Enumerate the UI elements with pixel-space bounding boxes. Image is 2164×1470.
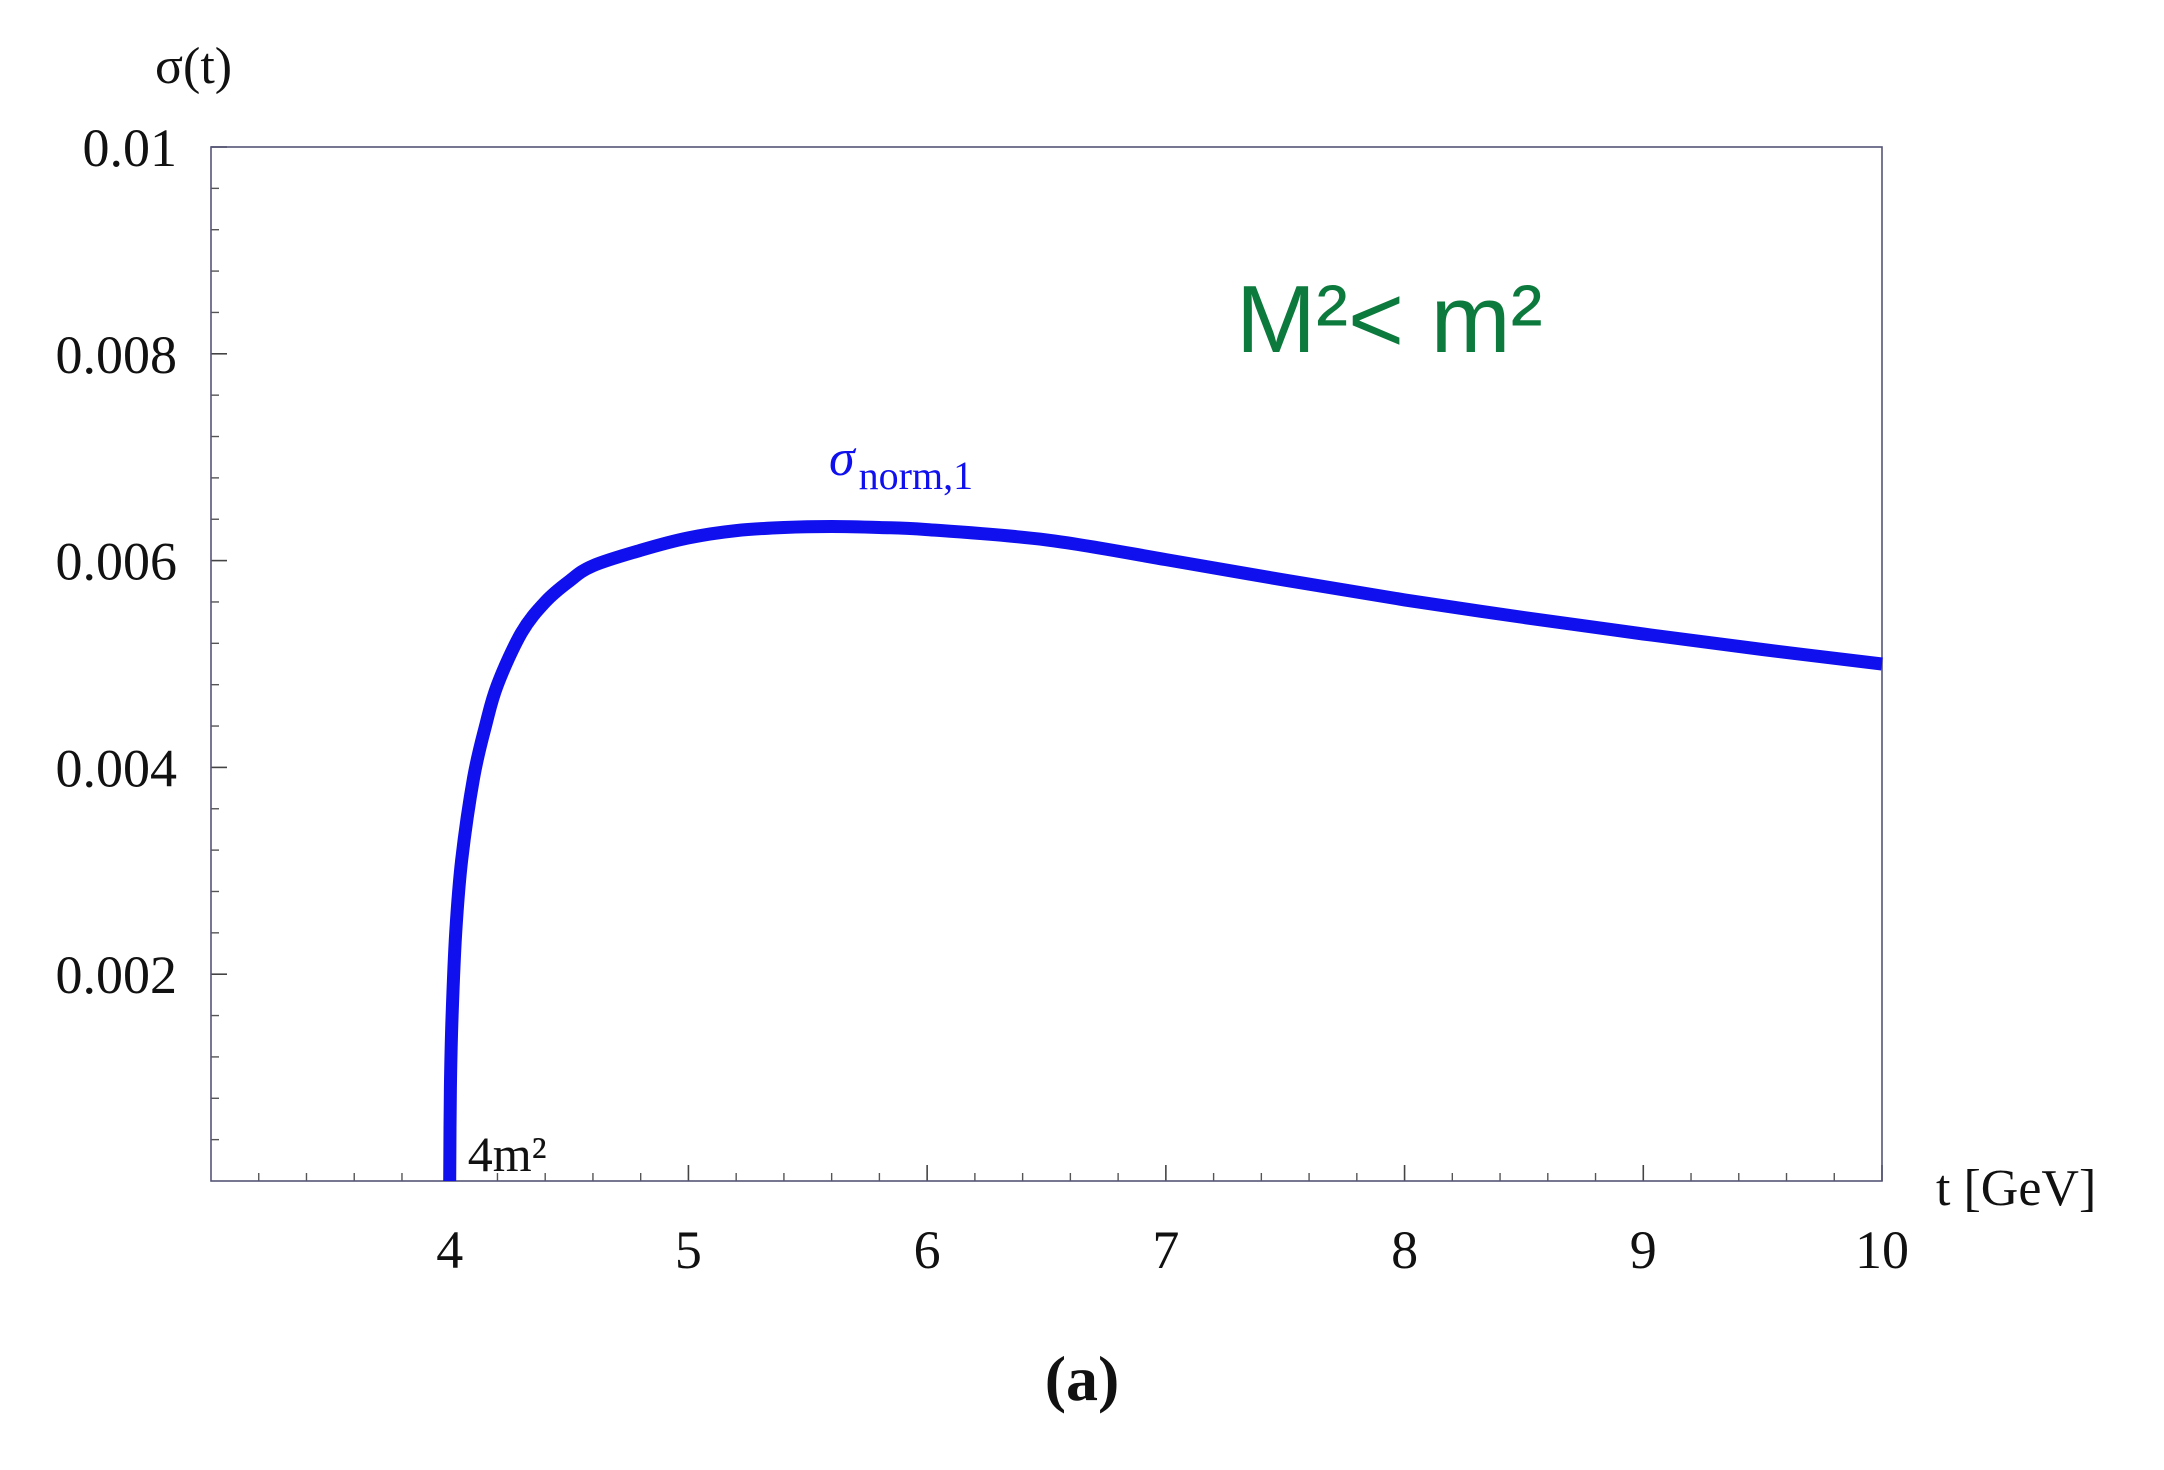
x-tick-label: 7 xyxy=(1152,1220,1179,1280)
x-tick-label: 10 xyxy=(1855,1220,1909,1280)
y-tick-label: 0.01 xyxy=(83,118,178,178)
series-label-subscript: norm,1 xyxy=(859,453,973,498)
x-tick-label: 6 xyxy=(914,1220,941,1280)
panel-label: (a) xyxy=(1045,1343,1120,1414)
y-axis-label: σ(t) xyxy=(155,38,232,95)
y-tick-label: 0.004 xyxy=(56,738,178,798)
x-tick-label: 4 xyxy=(436,1220,463,1280)
y-tick-label: 0.002 xyxy=(56,945,178,1005)
series-label-main: σ xyxy=(829,430,857,487)
minor-ticks xyxy=(211,187,1835,1181)
major-ticks xyxy=(211,146,1883,1181)
series-label: σ norm,1 xyxy=(829,430,973,498)
series-line-sigma-norm1 xyxy=(443,520,1883,1182)
x-tick-label: 8 xyxy=(1391,1220,1418,1280)
x-axis-label: t [GeV] xyxy=(1936,1160,2096,1217)
y-tick-label: 0.008 xyxy=(56,325,178,385)
regime-annotation: M²< m² xyxy=(1236,266,1543,373)
plot-frame xyxy=(210,146,1883,1182)
tick-labels: 4 5 6 7 8 9 10 0.002 0.004 0.006 0.008 0.01 xyxy=(56,118,1910,1280)
x-tick-label: 5 xyxy=(675,1220,702,1280)
threshold-annotation: 4m² xyxy=(468,1126,547,1182)
y-tick-label: 0.006 xyxy=(56,532,178,592)
x-tick-label: 9 xyxy=(1630,1220,1657,1280)
